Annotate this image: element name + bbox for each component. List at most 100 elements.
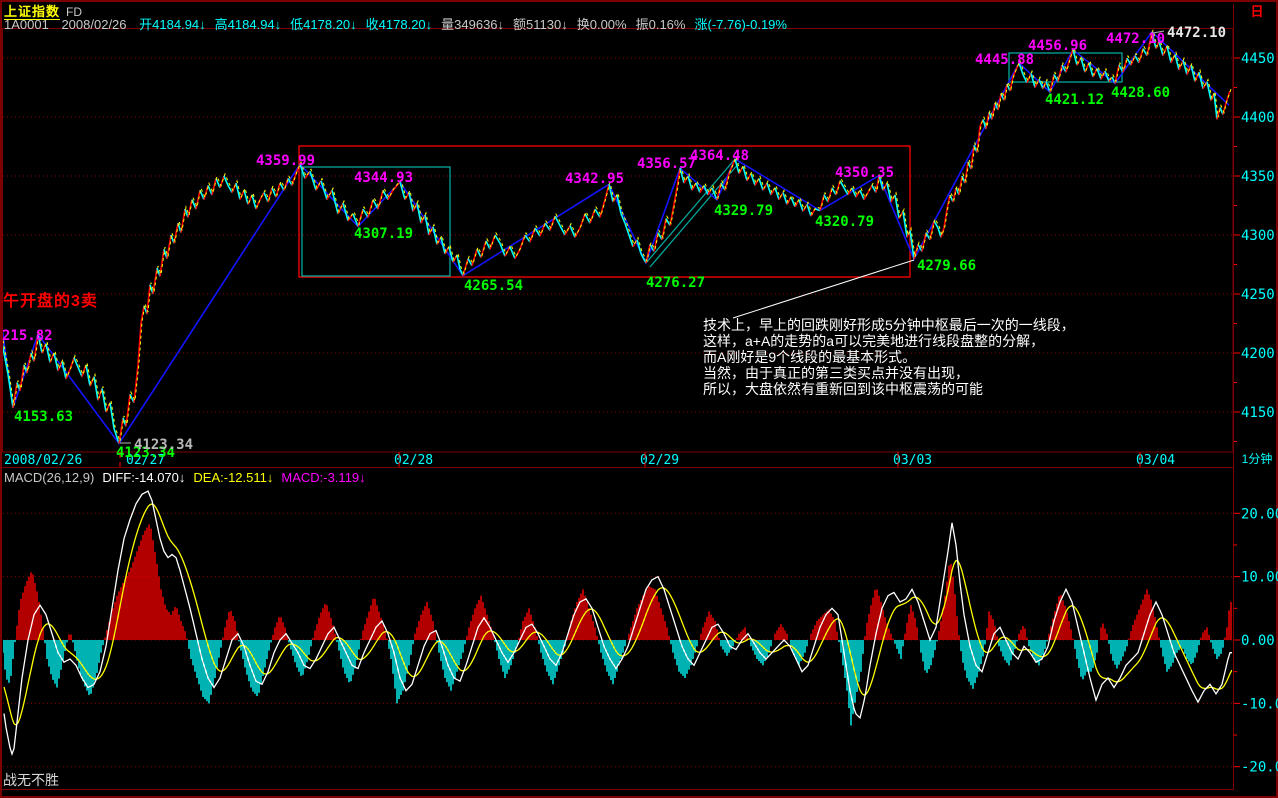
- price-minute-line: [798, 199, 804, 212]
- price-minute-line: [1038, 78, 1044, 90]
- annotation-line: 技术上，早上的回跌刚好形成5分钟中枢最后一次的一线段，: [703, 317, 1075, 333]
- price-minute-line: [594, 208, 601, 218]
- analysis-annotation: 技术上，早上的回跌刚好形成5分钟中枢最后一次的一线段， 这样，a+A的走势的a可…: [703, 317, 1075, 397]
- price-minute-line: [1045, 81, 1051, 93]
- pivot-high-label: 4344.93: [354, 170, 413, 186]
- reference-price-label: 4472.10: [1167, 25, 1226, 41]
- price-minute-line: [1151, 31, 1157, 49]
- reference-price-label: 4123.34: [134, 437, 193, 453]
- pivot-high-label: 4356.57: [637, 156, 696, 172]
- price-minute-line: [559, 225, 566, 236]
- price-scale-label: 4350.0: [1241, 169, 1278, 185]
- price-minute-line: [73, 357, 79, 368]
- price-minute-line: [231, 182, 237, 193]
- price-minute-line: [806, 204, 812, 217]
- price-minute-line: [382, 189, 389, 200]
- price-minute-line: [271, 187, 277, 198]
- price-minute-line: [921, 232, 927, 252]
- price-minute-line: [1155, 41, 1160, 49]
- pivot-high-label: 4342.95: [565, 171, 624, 187]
- price-minute-line: [113, 428, 120, 444]
- price-minute-line: [1053, 74, 1059, 82]
- price-minute-line: [871, 185, 877, 193]
- price-minute-line: [657, 232, 663, 241]
- price-minute-line: [331, 190, 339, 214]
- price-scale-label: 4150.0: [1241, 405, 1278, 421]
- index-name: 上证指数: [4, 4, 61, 20]
- price-minute-line: [227, 185, 233, 193]
- price-scale-label: 4400.0: [1241, 110, 1278, 126]
- quote-fields: 开4184.94↓ 高4184.94↓ 低4178.20↓ 收4178.20↓ 量349…: [139, 17, 796, 32]
- price-minute-line: [859, 189, 865, 200]
- period-day-button[interactable]: 日: [1250, 4, 1264, 19]
- price-minute-line: [851, 187, 857, 198]
- pivot-low-label: 4421.12: [1045, 92, 1104, 108]
- price-chart-layer: [3, 29, 1232, 445]
- price-minute-line: [166, 234, 172, 259]
- pivot-high-label: 4445.88: [975, 52, 1034, 68]
- price-minute-line: [93, 376, 99, 401]
- quote-field: 涨(-7.76)-0.19%: [694, 17, 787, 32]
- price-minute-line: [676, 168, 681, 188]
- price-minute-line: [524, 234, 531, 243]
- price-minute-line: [109, 402, 115, 429]
- annotation-pointer-line: [732, 259, 915, 319]
- pivot-low-label: 4320.79: [815, 214, 874, 230]
- period-minute-button[interactable]: 1分钟: [1241, 452, 1273, 466]
- price-minute-line: [440, 237, 446, 255]
- price-minute-line: [195, 190, 201, 210]
- price-minute-line: [782, 192, 788, 205]
- price-minute-line: [1130, 55, 1136, 66]
- price-minute-line: [831, 187, 837, 196]
- date-label: 02/27: [126, 453, 165, 468]
- price-minute-line: [790, 196, 796, 208]
- price-minute-line: [665, 218, 671, 226]
- date-label: 02/29: [640, 453, 679, 468]
- price-scale-label: 4200.0: [1241, 346, 1278, 362]
- price-minute-line: [1166, 46, 1172, 63]
- price-minute-line: [902, 211, 908, 238]
- price-minute-line: [342, 202, 349, 222]
- price-minute-line: [243, 189, 249, 205]
- macd-value: MACD:-3.119↓: [281, 470, 366, 485]
- price-minute-line: [653, 232, 659, 252]
- price-scale-label: 4450.0: [1241, 51, 1278, 67]
- price-minute-line: [215, 178, 221, 189]
- price-minute-line: [997, 93, 1002, 111]
- price-minute-line: [875, 175, 880, 193]
- quote-field: 低4178.20↓: [290, 17, 357, 32]
- price-minute-line: [839, 180, 845, 189]
- price-minute-line: [943, 208, 948, 229]
- price-minute-line: [187, 199, 193, 218]
- price-minute-line: [640, 253, 647, 264]
- date-label: 03/04: [1136, 453, 1175, 468]
- price-minute-line: [1104, 70, 1110, 82]
- macd-scale-label: -20.00: [1241, 760, 1278, 776]
- price-minute-line: [1142, 48, 1148, 56]
- price-minute-line: [991, 102, 996, 120]
- price-minute-line: [152, 267, 158, 295]
- quote-date: 2008/02/26: [61, 17, 127, 32]
- price-minute-line: [211, 178, 217, 196]
- price-minute-line: [1158, 41, 1164, 56]
- price-minute-line: [534, 227, 541, 237]
- price-minute-line: [432, 226, 438, 245]
- price-minute-line: [711, 187, 718, 201]
- price-minute-line: [1009, 76, 1014, 92]
- price-minute-line: [33, 334, 39, 362]
- price-minute-line: [628, 234, 634, 248]
- quote-field: 开4184.94↓: [139, 17, 206, 32]
- price-minute-line: [137, 323, 142, 365]
- macd-indicator-header: MACD(26,12,9) DIFF:-14.070↓ DEA:-12.511↓ MA…: [4, 470, 382, 485]
- price-minute-line: [101, 388, 107, 413]
- macd-value: MACD(26,12,9): [4, 470, 95, 485]
- price-minute-line: [1146, 31, 1153, 56]
- pivot-low-label: 4279.66: [917, 258, 976, 274]
- price-minute-line: [554, 215, 561, 226]
- price-minute-line: [636, 239, 642, 255]
- price-minute-line: [673, 187, 678, 205]
- price-minute-line: [604, 184, 610, 200]
- annotation-line: 当然，由于真正的第三类买点并没有出现，: [703, 365, 969, 381]
- price-minute-line: [917, 244, 923, 252]
